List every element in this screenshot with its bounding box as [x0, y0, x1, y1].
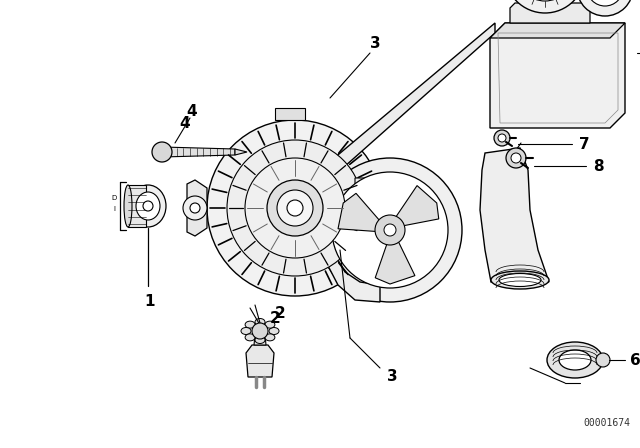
Text: 3: 3: [387, 369, 397, 383]
Ellipse shape: [255, 336, 265, 344]
Polygon shape: [394, 185, 439, 228]
Circle shape: [587, 0, 623, 6]
Text: 4: 4: [187, 103, 197, 119]
Circle shape: [577, 0, 633, 16]
Circle shape: [277, 190, 313, 226]
Ellipse shape: [559, 350, 591, 370]
Polygon shape: [162, 147, 235, 157]
Polygon shape: [275, 108, 305, 120]
Circle shape: [143, 201, 153, 211]
Circle shape: [505, 0, 585, 13]
Polygon shape: [510, 3, 590, 23]
Circle shape: [207, 120, 383, 296]
Circle shape: [506, 148, 526, 168]
Polygon shape: [490, 23, 625, 38]
Ellipse shape: [499, 273, 541, 287]
Circle shape: [384, 224, 396, 236]
Polygon shape: [375, 235, 415, 284]
Ellipse shape: [491, 271, 549, 289]
Polygon shape: [355, 178, 390, 238]
Ellipse shape: [547, 342, 603, 378]
Ellipse shape: [124, 185, 132, 227]
Polygon shape: [315, 23, 495, 225]
Ellipse shape: [245, 334, 255, 341]
Circle shape: [227, 140, 363, 276]
Ellipse shape: [269, 327, 279, 335]
Text: 2: 2: [275, 306, 285, 320]
Circle shape: [190, 203, 200, 213]
Circle shape: [517, 0, 573, 1]
Polygon shape: [480, 148, 549, 282]
Circle shape: [267, 180, 323, 236]
Circle shape: [287, 200, 303, 216]
Ellipse shape: [130, 185, 166, 227]
Text: 4: 4: [180, 116, 190, 130]
Text: 3: 3: [370, 35, 380, 51]
Ellipse shape: [265, 334, 275, 341]
Polygon shape: [254, 335, 266, 345]
Text: 00001674: 00001674: [583, 418, 630, 428]
Text: 6: 6: [630, 353, 640, 367]
Text: 2: 2: [269, 310, 280, 326]
Text: 1: 1: [145, 293, 156, 309]
Polygon shape: [187, 180, 207, 236]
Ellipse shape: [317, 209, 333, 235]
Circle shape: [318, 158, 462, 302]
Circle shape: [494, 130, 510, 146]
Polygon shape: [338, 194, 386, 232]
Circle shape: [511, 153, 521, 163]
Circle shape: [498, 134, 506, 142]
Polygon shape: [490, 23, 625, 128]
Ellipse shape: [245, 321, 255, 328]
Circle shape: [252, 323, 268, 339]
Bar: [128, 185, 146, 227]
Circle shape: [375, 215, 405, 245]
Text: l: l: [113, 206, 115, 212]
Text: 8: 8: [593, 159, 604, 173]
Circle shape: [183, 196, 207, 220]
Polygon shape: [318, 225, 380, 302]
Circle shape: [152, 142, 172, 162]
Ellipse shape: [136, 192, 160, 220]
Circle shape: [245, 158, 345, 258]
Polygon shape: [246, 345, 274, 377]
Text: 7: 7: [579, 137, 589, 151]
Text: D: D: [111, 195, 116, 201]
Polygon shape: [235, 149, 247, 155]
Circle shape: [596, 353, 610, 367]
Circle shape: [332, 172, 448, 288]
Ellipse shape: [255, 319, 265, 326]
Ellipse shape: [265, 321, 275, 328]
Ellipse shape: [241, 327, 251, 335]
